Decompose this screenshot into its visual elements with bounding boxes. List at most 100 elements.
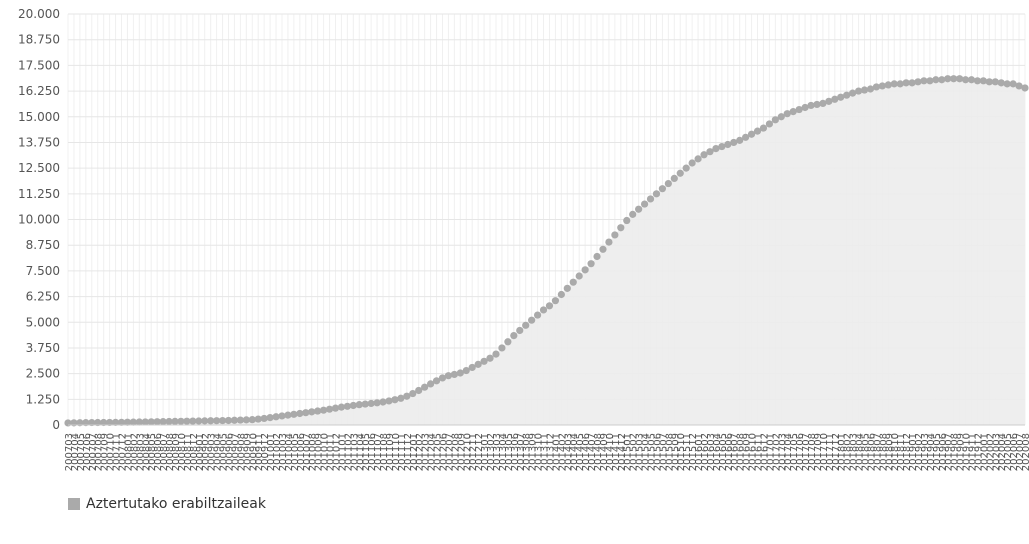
point [528,316,536,324]
y-tick-label: 6.250 [26,290,60,304]
x-tick-label: 201102 [343,433,354,471]
y-tick-label: 8.750 [26,238,60,252]
point [896,80,904,88]
point [569,278,577,286]
x-tick-label: 201701 [765,433,776,471]
x-tick-label: 200803 [135,433,146,471]
x-tick-label: 200811 [183,433,194,471]
x-tick-label: 201508 [664,433,675,471]
point [290,410,298,418]
point [474,360,482,368]
y-tick-label: 18.750 [18,33,60,47]
point [409,389,417,398]
x-tick-label: 201001 [266,433,277,471]
x-tick-label: 201112 [403,433,414,471]
x-tick-label: 202005 [1003,433,1014,471]
point [866,85,875,93]
x-tick-label: 200903 [207,433,218,471]
point [111,418,120,426]
point [242,416,250,424]
point [950,75,958,83]
x-tick-label: 201002 [272,433,283,471]
point [165,417,173,426]
x-tick-label: 201503 [635,433,646,471]
point [700,151,708,159]
x-tick-label: 201905 [932,433,943,471]
point [926,77,934,85]
x-tick-label: 201804 [855,433,866,471]
x-tick-label: 201912 [973,433,984,471]
x-tick-label: 200804 [141,433,152,471]
legend-label: Aztertutako erabiltzaileak [86,496,266,512]
x-tick-label: 202002 [985,433,996,471]
point [260,414,268,423]
x-tick-label: 200902 [201,433,212,471]
point [599,245,607,253]
point [367,399,375,408]
x-tick-label: 200707 [88,433,99,471]
point [831,95,839,103]
x-tick-label: 201607 [730,433,741,471]
x-tick-label: 201101 [337,433,348,471]
point [82,419,90,427]
x-tick-label: 201601 [694,433,705,471]
y-tick-label: 1.250 [26,392,60,406]
point [860,86,869,94]
x-tick-label: 200911 [254,433,265,471]
point [117,418,126,426]
x-tick-label: 200801 [123,433,134,471]
x-tick-label: 200705 [76,433,87,471]
point [403,392,411,400]
point [331,404,340,412]
x-tick-label: 201301 [480,433,491,471]
x-tick-label: 201106 [367,433,378,471]
x-tick-label: 200910 [248,433,259,471]
x-tick-label: 201510 [676,433,687,471]
point [533,311,542,319]
x-tick-label: 201408 [593,433,604,471]
point [302,409,310,417]
point [319,406,328,414]
point [843,91,851,99]
x-tick-label: 200808 [165,433,176,471]
x-tick-label: 201312 [545,433,556,471]
x-tick-label: 201705 [789,433,800,471]
point [135,418,143,426]
point [724,140,732,149]
point [593,252,601,261]
x-tick-label: 201711 [825,433,836,471]
point [611,231,619,239]
x-tick-label: 201202 [415,433,426,471]
x-tick-label: 201403 [563,433,574,471]
point [284,411,292,419]
x-tick-label: 200802 [129,433,140,471]
point [355,401,363,409]
x-tick-label: 201207 [444,433,455,471]
x-tick-label: 201610 [748,433,759,471]
point [640,200,649,208]
point [213,417,221,425]
point [932,76,940,84]
point [314,407,322,415]
x-tick-label: 201103 [349,433,360,471]
x-tick-label: 201003 [278,433,289,471]
x-tick-label: 201205 [433,433,444,471]
x-tick-label: 201401 [551,433,562,471]
x-tick-label: 200908 [236,433,247,471]
point [742,133,750,141]
point [438,374,447,382]
point [545,302,554,310]
x-tick-label: 201707 [801,433,812,471]
point [908,79,916,87]
y-tick-label: 10.000 [18,213,60,227]
point [718,142,726,151]
x-tick-label: 201803 [849,433,860,471]
point [795,105,803,114]
x-tick-label: 201310 [534,433,545,471]
y-tick-label: 12.500 [18,161,60,175]
x-tick-label: 201311 [540,433,551,471]
point [872,83,880,91]
point [397,394,405,402]
point [694,155,702,163]
x-tick-label: 201907 [944,433,955,471]
